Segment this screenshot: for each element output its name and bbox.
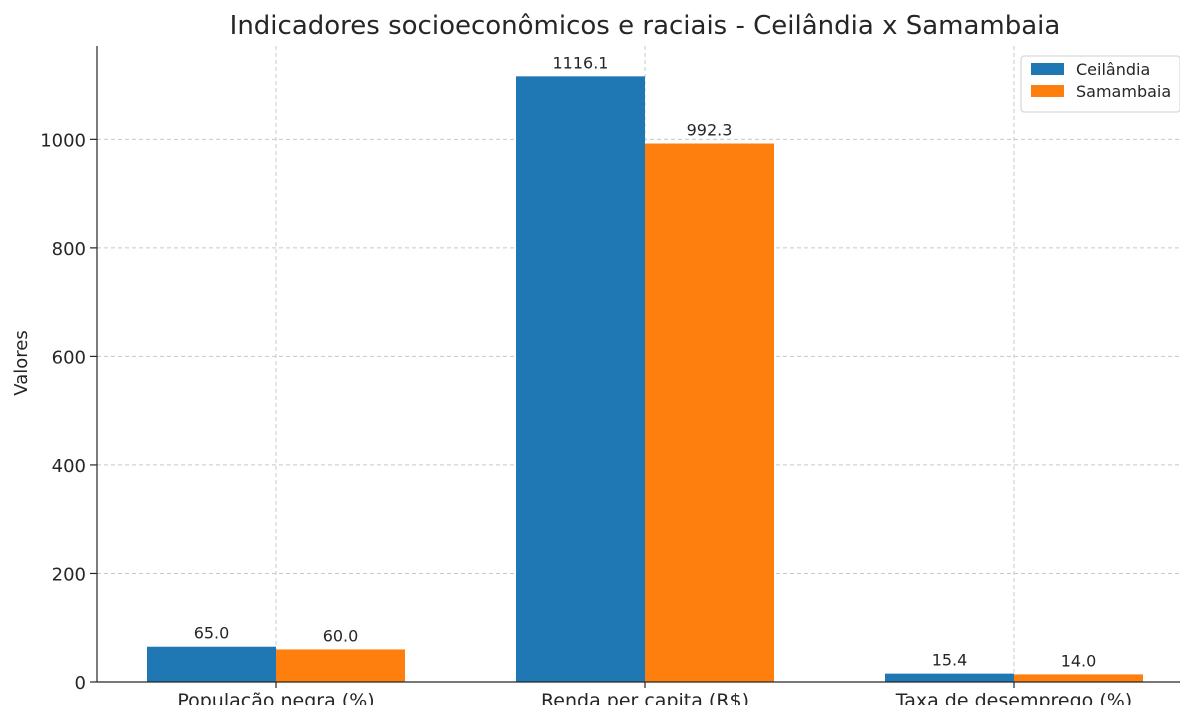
y-tick-label: 600 bbox=[52, 347, 86, 368]
y-tick-label: 200 bbox=[52, 564, 86, 585]
y-tick-label: 400 bbox=[52, 456, 86, 477]
legend-label: Samambaia bbox=[1076, 82, 1171, 101]
x-tick-label: População negra (%) bbox=[177, 690, 374, 705]
x-axis-categories: População negra (%) Renda per capita (R$)… bbox=[177, 682, 1132, 705]
legend-label: Ceilândia bbox=[1076, 60, 1150, 79]
y-tick-label: 800 bbox=[52, 239, 86, 260]
data-labels: 65.0 60.0 1116.1 992.3 15.4 14.0 bbox=[194, 53, 1097, 670]
chart-title: Indicadores socioeconômicos e raciais - … bbox=[230, 11, 1061, 41]
y-tick-label: 0 bbox=[75, 673, 86, 694]
bar bbox=[1014, 674, 1143, 682]
legend-swatch bbox=[1031, 63, 1064, 75]
legend-swatch bbox=[1031, 85, 1064, 97]
legend: Ceilândia Samambaia bbox=[1020, 55, 1180, 113]
y-tick-label: 1000 bbox=[40, 130, 86, 151]
data-label: 65.0 bbox=[194, 624, 230, 643]
data-label: 60.0 bbox=[323, 626, 359, 645]
y-axis-label: Valores bbox=[11, 330, 32, 395]
data-label: 14.0 bbox=[1061, 651, 1097, 670]
bar bbox=[645, 143, 774, 683]
data-label: 1116.1 bbox=[553, 53, 609, 72]
bar bbox=[147, 646, 276, 682]
bar bbox=[516, 76, 645, 682]
y-axis-ticks: 0 200 400 600 800 1000 bbox=[40, 130, 97, 694]
data-label: 992.3 bbox=[687, 121, 733, 140]
data-label: 15.4 bbox=[932, 651, 968, 670]
bars bbox=[147, 76, 1143, 683]
bar bbox=[885, 673, 1014, 682]
x-tick-label: Taxa de desemprego (%) bbox=[895, 690, 1132, 705]
bar bbox=[276, 649, 405, 682]
x-tick-label: Renda per capita (R$) bbox=[541, 690, 749, 705]
